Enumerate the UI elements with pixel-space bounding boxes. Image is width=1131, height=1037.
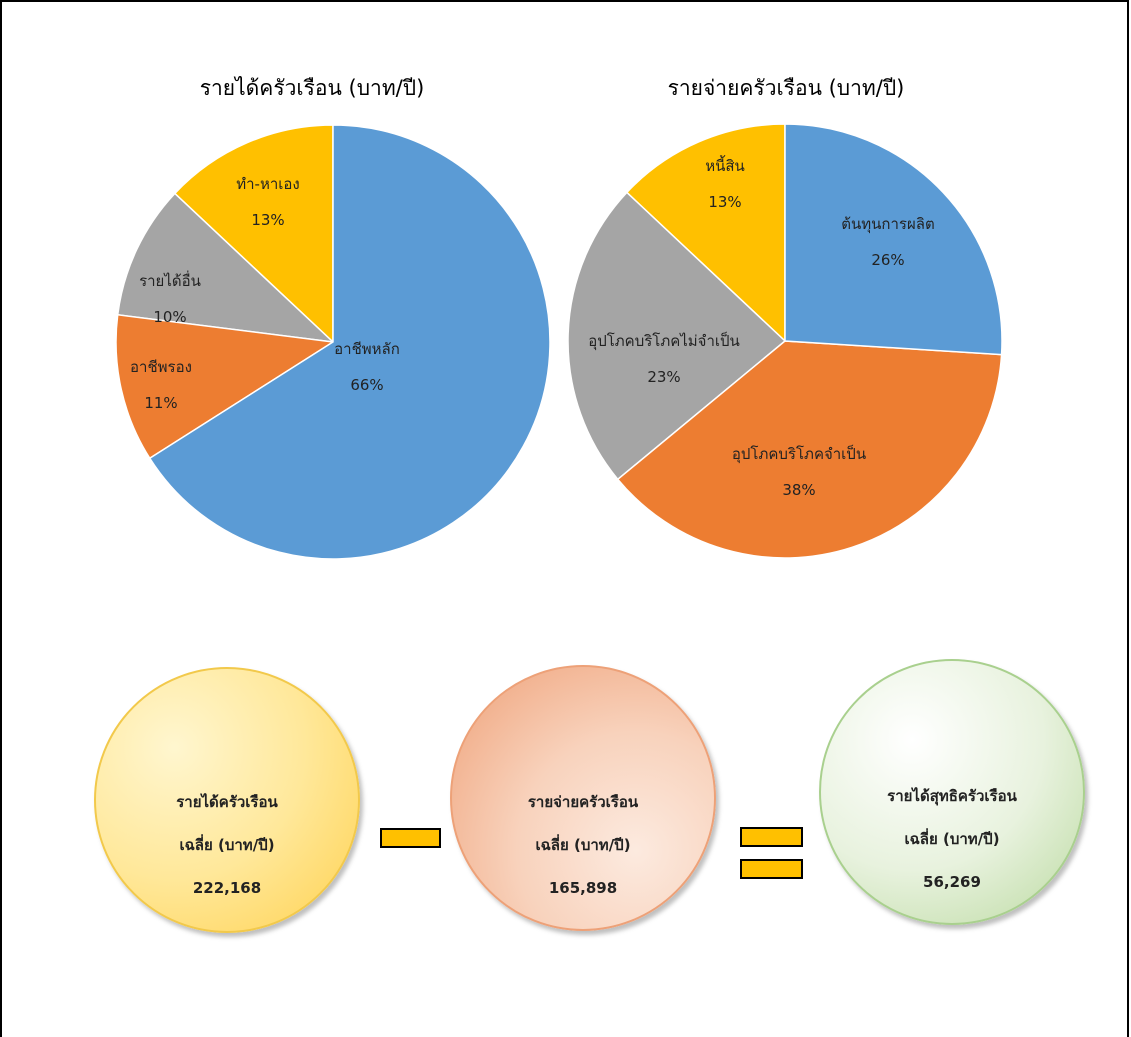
summary-equation: รายได้ครัวเรือน เฉลี่ย (บาท/ปี) 222,168 … (94, 659, 1085, 933)
expense-slice-0 (784, 123, 1003, 356)
expense-slice-percent-1: 38% (782, 481, 815, 499)
expense-pie-chart: รายจ่ายครัวเรือน (บาท/ปี) ต้นทุนการผลิต 2… (567, 76, 1003, 559)
net-income-line1: รายได้สุทธิครัวเรือน (887, 786, 1017, 806)
income-pie-title: รายได้ครัวเรือน (บาท/ปี) (200, 76, 425, 100)
income-average-line2: เฉลี่ย (บาท/ปี) (179, 834, 274, 854)
net-income-line2: เฉลี่ย (บาท/ปี) (904, 828, 999, 848)
income-slice-percent-1: 11% (144, 394, 177, 412)
expense-average-line1: รายจ่ายครัวเรือน (528, 793, 639, 811)
expense-slice-label-2: อุปโภคบริโภคไม่จำเป็น (588, 331, 740, 351)
income-slice-percent-0: 66% (350, 376, 383, 394)
equals-sign-top (740, 827, 803, 847)
income-slice-0 (148, 124, 551, 560)
expense-slice-label-0: ต้นทุนการผลิต (841, 215, 934, 234)
expense-slice-2 (567, 191, 787, 481)
net-income-circle: รายได้สุทธิครัวเรือน เฉลี่ย (บาท/ปี) 56,… (819, 659, 1085, 925)
income-average-value: 222,168 (193, 879, 261, 897)
net-income-value: 56,269 (923, 873, 981, 891)
income-slice-label-3: ทำ-หาเอง (236, 175, 300, 193)
income-slice-percent-3: 13% (251, 211, 284, 229)
expense-slice-3 (625, 123, 786, 343)
income-pie-chart: รายได้ครัวเรือน (บาท/ปี) อาชีพหลัก 66% อาช… (115, 76, 551, 560)
expense-average-value: 165,898 (549, 879, 617, 897)
expense-slice-label-1: อุปโภคบริโภคจำเป็น (732, 444, 866, 464)
expense-average-circle: รายจ่ายครัวเรือน เฉลี่ย (บาท/ปี) 165,898 (450, 665, 716, 931)
income-slice-label-1: อาชีพรอง (130, 358, 192, 376)
expense-slice-percent-3: 13% (708, 193, 741, 211)
income-slice-1 (115, 313, 336, 460)
income-average-line1: รายได้ครัวเรือน (176, 792, 278, 811)
expense-slice-percent-0: 26% (871, 251, 904, 269)
expense-pie-title: รายจ่ายครัวเรือน (บาท/ปี) (668, 76, 905, 100)
minus-sign (380, 828, 441, 848)
income-slice-3 (173, 124, 334, 344)
expense-average-line2: เฉลี่ย (บาท/ปี) (535, 834, 630, 854)
income-slice-label-0: อาชีพหลัก (334, 340, 400, 358)
income-slice-label-2: รายได้อื่น (139, 270, 201, 290)
expense-slice-label-3: หนี้สิน (705, 155, 745, 175)
expense-slice-percent-2: 23% (647, 368, 680, 386)
expense-slice-1 (616, 340, 1003, 559)
equals-sign-bottom (740, 859, 803, 879)
income-slice-percent-2: 10% (153, 308, 186, 326)
income-average-circle: รายได้ครัวเรือน เฉลี่ย (บาท/ปี) 222,168 (94, 667, 360, 933)
income-slice-2 (116, 192, 336, 344)
